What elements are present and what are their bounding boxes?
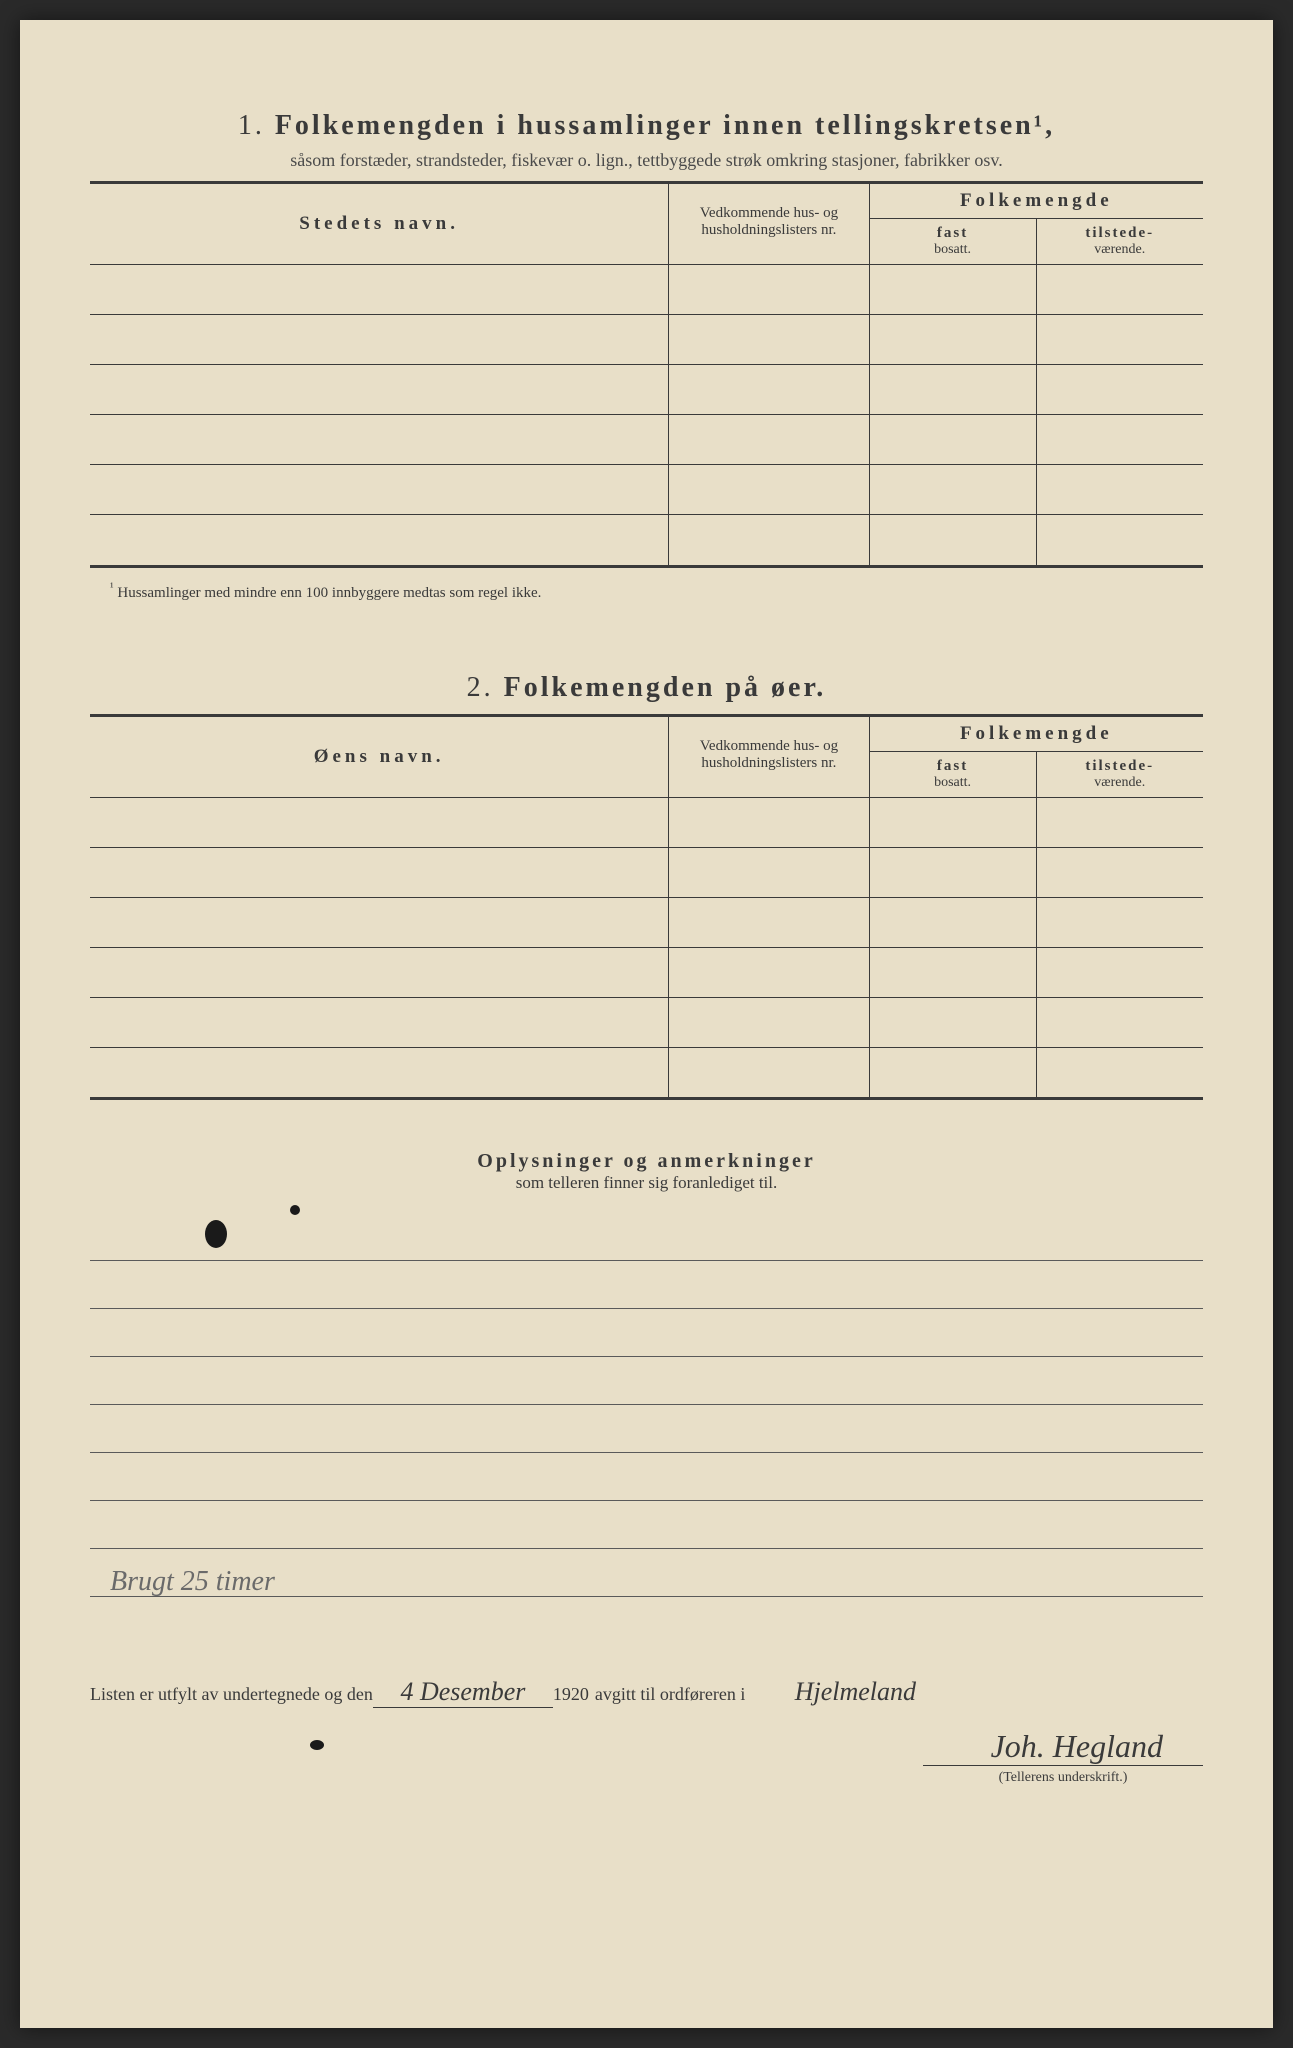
col-fast2: fast — [872, 758, 1034, 775]
section1-rows — [90, 265, 1203, 565]
census-form-page: 1. Folkemengden i hussamlinger innen tel… — [20, 20, 1273, 2028]
section1-title: 1. Folkemengden i hussamlinger innen tel… — [90, 110, 1203, 142]
col-tilstede2: tilstede- — [1039, 758, 1201, 775]
col-folkemengde2: Folkemengde — [870, 717, 1203, 751]
footnote-marker: ¹ — [110, 580, 114, 594]
section2-title-text: Folkemengden på øer. — [504, 672, 827, 703]
ink-blot — [310, 1740, 324, 1750]
section2-table: Øens navn. Vedkommende hus- og husholdni… — [90, 717, 1203, 1098]
sig-year: 1920 — [553, 1684, 589, 1705]
col-lists2: Vedkommende hus- og husholdningslisters … — [669, 736, 868, 778]
sig-date: 4 Desember — [373, 1677, 553, 1708]
ink-blot — [290, 1205, 300, 1215]
ink-blot — [205, 1220, 227, 1248]
col-tilstede-sub: værende. — [1039, 242, 1201, 258]
section1-number: 1. — [238, 110, 265, 141]
section1-subtitle: såsom forstæder, strandsteder, fiskevær … — [90, 150, 1203, 171]
col-fast: fast — [872, 225, 1034, 242]
col-tilstede-sub2: værende. — [1039, 775, 1201, 791]
col-tilstede: tilstede- — [1039, 225, 1201, 242]
col-folkemengde: Folkemengde — [870, 184, 1203, 218]
section1-table: Stedets navn. Vedkommende hus- og hushol… — [90, 184, 1203, 565]
handwritten-note: Brugt 25 timer — [110, 1566, 275, 1598]
sig-place: Hjelmeland — [745, 1677, 965, 1707]
col-fast-sub2: bosatt. — [872, 775, 1034, 791]
signature-caption: (Tellerens underskrift.) — [923, 1765, 1203, 1786]
signature-line: Listen er utfylt av undertegnede og den … — [90, 1677, 1203, 1708]
section2-rows — [90, 797, 1203, 1097]
sig-prefix: Listen er utfylt av undertegnede og den — [90, 1684, 373, 1705]
col-stedets-navn: Stedets navn. — [90, 201, 668, 247]
notes-lines: Brugt 25 timer — [90, 1213, 1203, 1597]
section1-footnote: ¹ Hussamlinger med mindre enn 100 innbyg… — [90, 580, 1203, 602]
section1-title-text: Folkemengden i hussamlinger innen tellin… — [275, 110, 1055, 141]
col-oens-navn: Øens navn. — [90, 734, 668, 780]
section1-bottom-rule — [90, 565, 1203, 568]
notes-title: Oplysninger og anmerkninger — [90, 1150, 1203, 1173]
sig-mid: avgitt til ordføreren i — [595, 1684, 745, 1705]
notes-subtitle: som telleren finner sig foranlediget til… — [90, 1173, 1203, 1193]
signature-block: Joh. Hegland (Tellerens underskrift.) — [90, 1728, 1203, 1786]
section2-bottom-rule — [90, 1097, 1203, 1100]
signature-name: Joh. Hegland — [90, 1728, 1203, 1765]
col-lists: Vedkommende hus- og husholdningslisters … — [669, 203, 868, 245]
col-fast-sub: bosatt. — [872, 242, 1034, 258]
section2-title: 2. Folkemengden på øer. — [90, 672, 1203, 704]
footnote-text: Hussamlinger med mindre enn 100 innbygge… — [117, 585, 541, 601]
section2-number: 2. — [467, 672, 494, 703]
